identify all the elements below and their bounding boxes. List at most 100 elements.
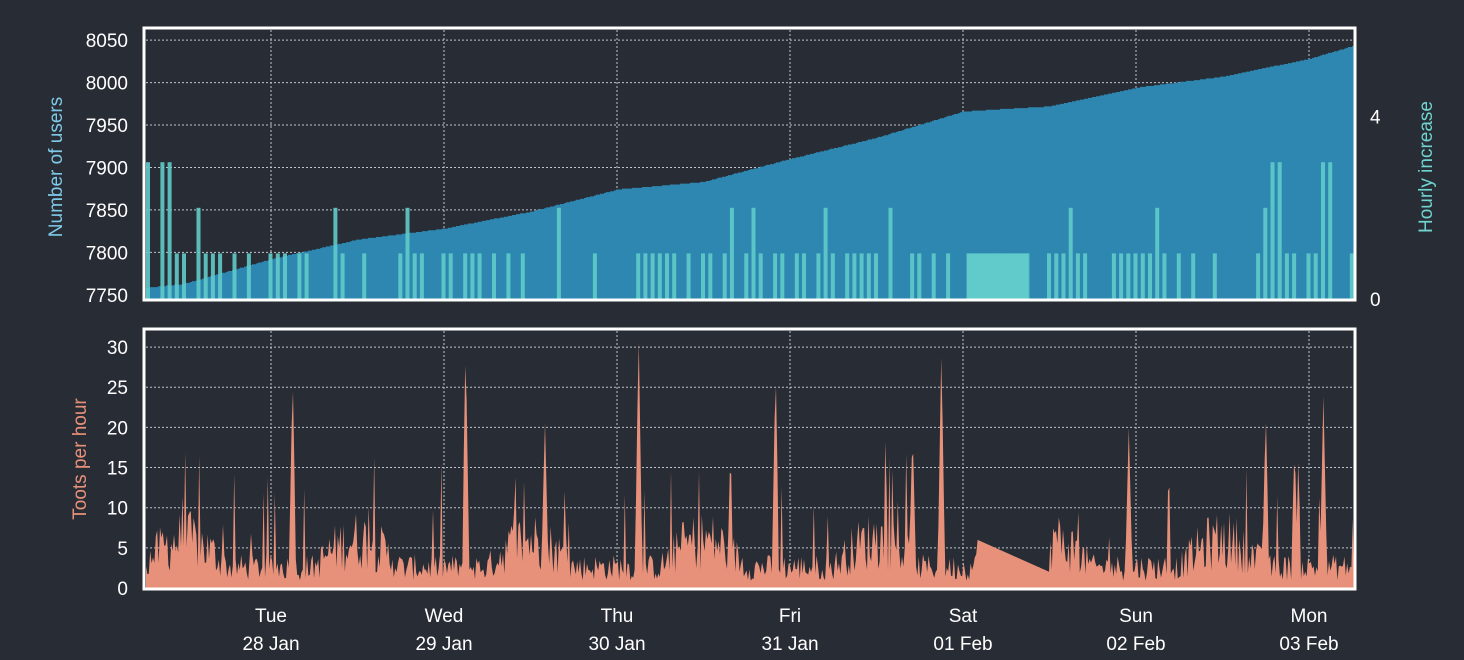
hourly-increase-bar [398, 253, 403, 299]
hourly-increase-bar [650, 253, 655, 299]
hourly-increase-bar [463, 253, 468, 299]
x-tick-day: Sun [1119, 606, 1153, 627]
hourly-increase-bar [636, 253, 641, 299]
hourly-increase-bar [758, 253, 763, 299]
hourly-increase-bar [182, 253, 186, 299]
hourly-increase-bar [1313, 253, 1318, 299]
hourly-increase-bar [333, 207, 338, 299]
hourly-increase-bar [1277, 162, 1282, 299]
x-tick-date: 29 Jan [415, 634, 472, 655]
hourly-increase-bar [1061, 253, 1066, 299]
users-y-tick: 7950 [86, 116, 128, 137]
hourly-increase-bar [859, 253, 864, 299]
hourly-increase-bar [830, 253, 835, 299]
toots-y-tick: 20 [107, 418, 128, 439]
x-tick-day: Mon [1291, 606, 1328, 627]
hourly-increase-bar [506, 253, 511, 299]
hourly-increase-bar [232, 253, 237, 299]
users-area [146, 45, 1354, 300]
x-tick-date: 28 Jan [242, 634, 299, 655]
hourly-increase-bar [1212, 253, 1217, 299]
hourly-increase-bar [1155, 207, 1160, 299]
hourly-increase-block [966, 253, 1028, 299]
hourly-increase-bar [283, 253, 287, 299]
hourly-increase-bar [1162, 253, 1167, 299]
hourly-y-tick: 4 [1370, 108, 1381, 129]
hourly-increase-bar [802, 253, 806, 299]
hourly-increase-bar [297, 253, 302, 299]
toots-y-tick: 10 [107, 499, 128, 520]
hourly-increase-bar [1263, 207, 1268, 299]
toots-y-tick: 30 [107, 338, 128, 359]
toots-frame [142, 327, 1357, 591]
toots-y-ticks: 0 5 10 15 20 25 30 [107, 338, 128, 600]
x-tick-date: 30 Jan [588, 634, 645, 655]
hourly-increase-bar [1191, 253, 1196, 299]
toots-y-tick: 0 [117, 579, 128, 600]
x-tick-date: 01 Feb [933, 634, 992, 655]
hourly-increase-bar [744, 253, 749, 299]
toots-axis-label: Toots per hour [70, 398, 91, 520]
hourly-increase-bar [246, 253, 251, 299]
users-y-tick: 8050 [86, 31, 128, 52]
hourly-increase-bar [773, 253, 778, 299]
hourly-increase-bars [146, 162, 1354, 299]
hourly-increase-bar [946, 253, 951, 299]
toots-area [146, 342, 1354, 588]
hourly-increase-bar [701, 253, 705, 299]
users-y-tick: 7850 [86, 201, 128, 222]
hourly-increase-bar [686, 253, 691, 299]
hourly-increase-bar [1256, 253, 1261, 299]
hourly-increase-bar [160, 162, 165, 299]
hourly-increase-bar [672, 253, 677, 299]
users-y-tick: 7750 [86, 286, 128, 307]
hourly-increase-bar [1083, 253, 1088, 299]
hourly-increase-bar [405, 207, 410, 299]
hourly-increase-bar [1111, 253, 1116, 299]
hourly-increase-bar [1126, 253, 1131, 299]
users-y-tick: 7800 [86, 243, 128, 264]
hourly-increase-bar [751, 207, 756, 299]
toots-y-tick: 15 [107, 459, 128, 480]
toots-y-tick: 5 [117, 539, 128, 560]
hourly-increase-bar [816, 253, 821, 299]
hourly-increase-bar [174, 253, 179, 299]
hourly-increase-bar [1054, 253, 1059, 299]
hourly-increase-bar [520, 253, 525, 299]
users-y-tick: 7900 [86, 158, 128, 179]
hourly-increase-bar [477, 253, 482, 299]
hourly-increase-bar [657, 253, 662, 299]
users-frame [142, 26, 1357, 302]
x-tick-day: Thu [601, 606, 634, 627]
hourly-increase-bar [412, 253, 417, 299]
hourly-increase-bar [1306, 253, 1311, 299]
hourly-increase-bar [196, 207, 201, 299]
hourly-increase-bar [1047, 253, 1051, 299]
hourly-increase-bar [1075, 253, 1080, 299]
toots-y-tick: 25 [107, 378, 128, 399]
hourly-increase-bar [448, 253, 453, 299]
hourly-increase-bar [167, 162, 172, 299]
hourly-increase-bar [268, 253, 273, 299]
hourly-increase-bar [794, 253, 799, 299]
hourly-increase-bar [931, 253, 936, 299]
hourly-increase-bar [1068, 207, 1073, 299]
hourly-increase-bar [1133, 253, 1138, 299]
hourly-increase-bar [362, 253, 367, 299]
hourly-y-tick: 0 [1370, 290, 1381, 311]
hourly-increase-bar [866, 253, 871, 299]
x-tick-day: Sat [949, 606, 978, 627]
hourly-increase-bar [874, 253, 878, 299]
hourly-increase-bar [556, 207, 561, 299]
hourly-increase-bar [910, 253, 915, 299]
hourly-increase-bar [470, 253, 475, 299]
hourly-increase-bar [492, 253, 496, 299]
hourly-increase-bar [218, 253, 223, 299]
hourly-increase-bar [823, 207, 828, 299]
hourly-increase-bar [1349, 253, 1354, 299]
hourly-increase-bar [304, 253, 309, 299]
hourly-increase-bar [1140, 253, 1145, 299]
hourly-increase-bar [1176, 253, 1181, 299]
hourly-increase-bar [1119, 253, 1124, 299]
